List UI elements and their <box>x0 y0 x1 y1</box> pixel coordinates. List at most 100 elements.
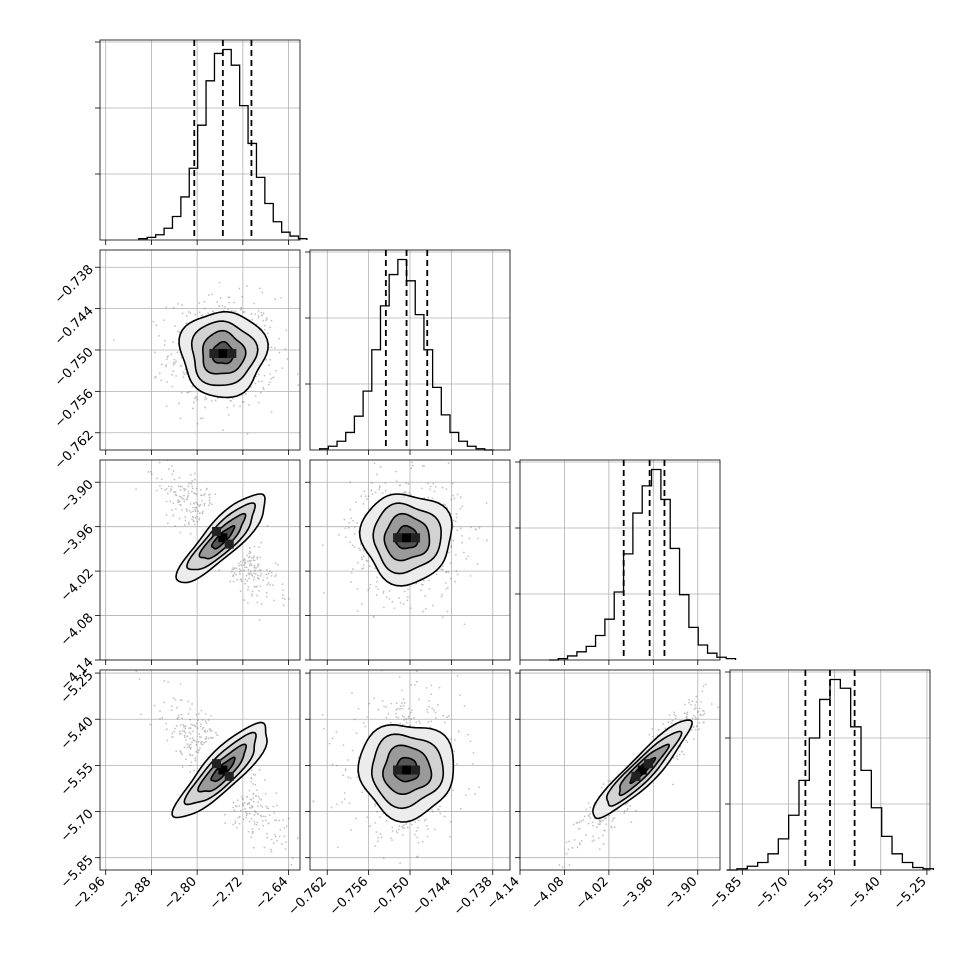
scatter-point <box>256 821 259 824</box>
scatter-point <box>257 373 260 376</box>
scatter-point <box>393 607 396 610</box>
scatter-point <box>183 373 186 376</box>
scatter-point <box>257 315 260 317</box>
scatter-point <box>268 373 271 375</box>
scatter-point <box>355 817 357 820</box>
scatter-point <box>170 485 173 488</box>
scatter-point <box>205 737 208 740</box>
scatter-point <box>232 823 235 826</box>
scatter-point <box>389 837 392 840</box>
scatter-point <box>236 799 239 802</box>
scatter-point <box>157 335 160 337</box>
scatter-point <box>241 802 244 805</box>
scatter-point <box>257 401 260 404</box>
scatter-point <box>379 833 382 835</box>
scatter-point <box>258 577 260 580</box>
scatter-point <box>253 576 256 579</box>
scatter-point <box>265 358 268 361</box>
scatter-point <box>416 855 419 858</box>
scatter-point <box>384 489 387 492</box>
scatter-point <box>273 833 276 836</box>
scatter-point <box>260 314 263 317</box>
density-peak <box>211 526 234 549</box>
scatter-point <box>149 470 152 473</box>
scatter-point <box>266 332 269 335</box>
scatter-point <box>444 504 447 506</box>
scatter-point <box>670 722 673 724</box>
scatter-point <box>165 306 168 309</box>
peak-cell <box>393 533 403 543</box>
scatter-point <box>178 517 181 520</box>
scatter-point <box>374 821 377 824</box>
scatter-point <box>265 317 268 320</box>
scatter-point <box>160 379 163 382</box>
x-tick-label: −2.88 <box>115 874 154 913</box>
scatter-point <box>191 487 194 490</box>
scatter-point <box>363 490 366 493</box>
scatter-point <box>686 713 688 716</box>
scatter-point <box>209 736 212 739</box>
scatter-point <box>281 367 284 370</box>
scatter-point <box>175 494 178 497</box>
scatter-point <box>455 513 458 515</box>
scatter-point <box>207 312 210 315</box>
scatter-point <box>252 783 254 785</box>
scatter-point <box>427 720 430 723</box>
scatter-point <box>233 404 235 407</box>
scatter-point <box>196 398 199 401</box>
scatter-point <box>423 465 426 467</box>
scatter-point <box>415 680 418 683</box>
scatter-point <box>598 819 601 822</box>
scatter-point <box>201 728 204 730</box>
scatter-point <box>440 595 443 598</box>
scatter-point <box>198 512 201 515</box>
density-panel-1-0: −0.762−0.756−0.750−0.744−0.738 <box>52 249 301 472</box>
scatter-point <box>253 814 256 816</box>
scatter-point <box>698 707 701 710</box>
scatter-point <box>344 769 347 772</box>
scatter-point <box>193 523 196 526</box>
panel-content <box>321 461 488 626</box>
scatter-point <box>189 771 191 773</box>
scatter-point <box>197 749 200 751</box>
scatter-point <box>602 819 604 822</box>
histogram-panel-2 <box>515 459 737 665</box>
scatter-point <box>194 509 197 511</box>
scatter-point <box>460 527 462 530</box>
scatter-point <box>181 497 184 500</box>
scatter-point <box>218 281 221 284</box>
scatter-point <box>455 516 458 519</box>
scatter-point <box>204 406 207 409</box>
scatter-point <box>195 713 198 716</box>
scatter-point <box>605 817 608 819</box>
scatter-point <box>195 741 198 743</box>
scatter-point <box>253 545 256 548</box>
scatter-point <box>272 805 275 808</box>
scatter-point <box>347 759 349 761</box>
scatter-point <box>246 554 249 557</box>
scatter-point <box>447 586 449 589</box>
scatter-point <box>248 812 251 815</box>
scatter-point <box>635 809 638 812</box>
scatter-point <box>201 511 204 514</box>
scatter-point <box>396 831 399 834</box>
scatter-point <box>250 769 253 772</box>
scatter-point <box>375 831 378 833</box>
scatter-point <box>398 825 401 828</box>
scatter-point <box>671 719 674 722</box>
scatter-point <box>379 465 382 468</box>
scatter-point <box>248 789 251 792</box>
scatter-point <box>426 824 428 827</box>
scatter-point <box>249 812 251 815</box>
scatter-point <box>343 798 346 800</box>
scatter-point <box>448 714 450 717</box>
scatter-point <box>251 318 254 321</box>
scatter-point <box>205 740 207 743</box>
scatter-point <box>373 697 375 700</box>
scatter-point <box>189 390 191 393</box>
scatter-point <box>578 843 581 846</box>
scatter-point <box>396 707 399 710</box>
scatter-point <box>191 724 194 727</box>
scatter-point <box>366 560 369 563</box>
scatter-point <box>249 798 252 801</box>
